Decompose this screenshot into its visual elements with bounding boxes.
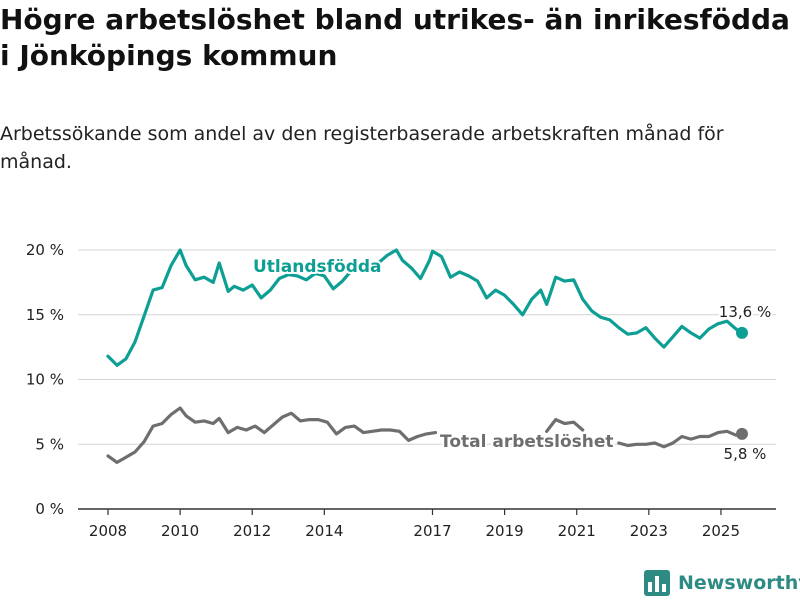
x-tick-label: 2010	[161, 522, 199, 540]
line-chart: 0 % 5 % 10 % 15 % 20 % 2008 2010 2012 2014 2017 20…	[26, 241, 776, 540]
end-label-utlandsfodda: 13,6 %	[719, 303, 771, 321]
y-tick-label: 10 %	[26, 371, 64, 389]
series-line-utlandsfodda	[106, 248, 744, 367]
series-line-total	[617, 429, 744, 449]
chart-subtitle: Arbetssökande som andel av den registerb…	[0, 123, 724, 173]
series-line-total	[545, 418, 585, 433]
x-tick-label: 2008	[89, 522, 127, 540]
x-tick-label: 2021	[558, 522, 596, 540]
end-point-utlandsfodda	[735, 326, 748, 339]
x-tick-label: 2025	[702, 522, 740, 540]
x-tick-label: 2012	[233, 522, 271, 540]
y-tick-label: 20 %	[26, 241, 64, 259]
series-line-total	[106, 406, 438, 464]
x-tick-label: 2017	[413, 522, 451, 540]
chart-title: Högre arbetslöshet bland utrikes- än inr…	[0, 3, 790, 72]
series-label-total: Total arbetslöshet	[440, 432, 614, 452]
end-label-total: 5,8 %	[724, 445, 767, 463]
end-point-total	[735, 427, 748, 440]
x-tick-label: 2023	[630, 522, 668, 540]
x-tick-label: 2014	[305, 522, 343, 540]
bar-chart-logo-icon	[644, 570, 670, 596]
y-tick-label: 5 %	[35, 435, 64, 453]
x-tick-label: 2019	[486, 522, 524, 540]
brand-name: Newsworthy	[678, 572, 800, 594]
y-tick-label: 0 %	[35, 500, 64, 518]
series-label-utlandsfodda: Utlandsfödda	[253, 257, 382, 277]
brand-logo: Newsworthy	[644, 568, 800, 598]
y-tick-label: 15 %	[26, 306, 64, 324]
